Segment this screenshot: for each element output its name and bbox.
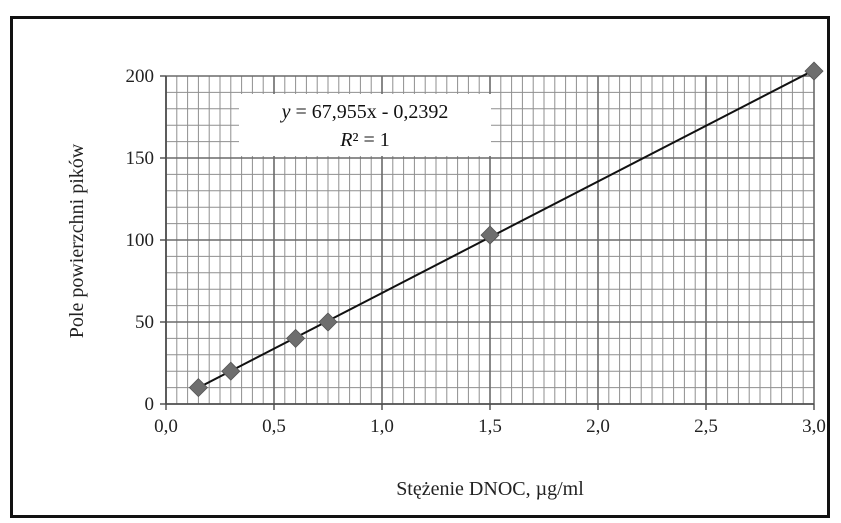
data-point-diamond <box>480 225 500 245</box>
x-tick-label: 0,0 <box>154 416 178 437</box>
chart-frame: 0,0 0,5 1,0 1,5 2,0 2,5 3,0 0 50 100 150 200 y = 67… <box>10 16 830 518</box>
y-tick-label: 100 <box>126 230 155 251</box>
x-axis-title: Stężenie DNOC, µg/ml <box>396 478 584 500</box>
x-tick-label: 1,5 <box>478 416 502 437</box>
data-point-diamond <box>188 378 208 398</box>
equation-box-background <box>239 94 491 156</box>
data-point-diamond <box>286 328 306 348</box>
r-squared-value: ² = 1 <box>352 129 389 151</box>
x-tick-label: 3,0 <box>802 416 826 437</box>
x-tick-label: 2,5 <box>694 416 718 437</box>
y-axis-title: Pole powierzchni pików <box>66 143 88 338</box>
calibration-chart: 0,0 0,5 1,0 1,5 2,0 2,5 3,0 0 50 100 150 200 y = 67… <box>66 61 826 500</box>
x-tick-label: 1,0 <box>370 416 394 437</box>
x-tick-label: 0,5 <box>262 416 286 437</box>
r-squared-symbol: R <box>339 129 352 151</box>
data-point-diamond <box>221 361 241 381</box>
equation-box: y = 67,955x - 0,2392 R² = 1 <box>239 94 491 156</box>
tick-labels: 0,0 0,5 1,0 1,5 2,0 2,5 3,0 0 50 100 150 200 <box>126 66 826 437</box>
axes <box>160 75 815 410</box>
equation-text: y = 67,955x - 0,2392 <box>280 101 449 123</box>
equation-formula: = 67,955x - 0,2392 <box>290 101 448 123</box>
y-tick-label: 0 <box>145 394 155 415</box>
data-point-diamond <box>318 312 338 332</box>
y-tick-label: 50 <box>135 312 154 333</box>
equation-y-symbol: y <box>280 101 291 123</box>
data-point-diamond <box>804 61 824 81</box>
x-tick-label: 2,0 <box>586 416 610 437</box>
data-points <box>188 61 824 398</box>
r-squared-text: R² = 1 <box>339 129 390 151</box>
y-tick-label: 200 <box>126 66 155 87</box>
y-tick-label: 150 <box>126 148 155 169</box>
